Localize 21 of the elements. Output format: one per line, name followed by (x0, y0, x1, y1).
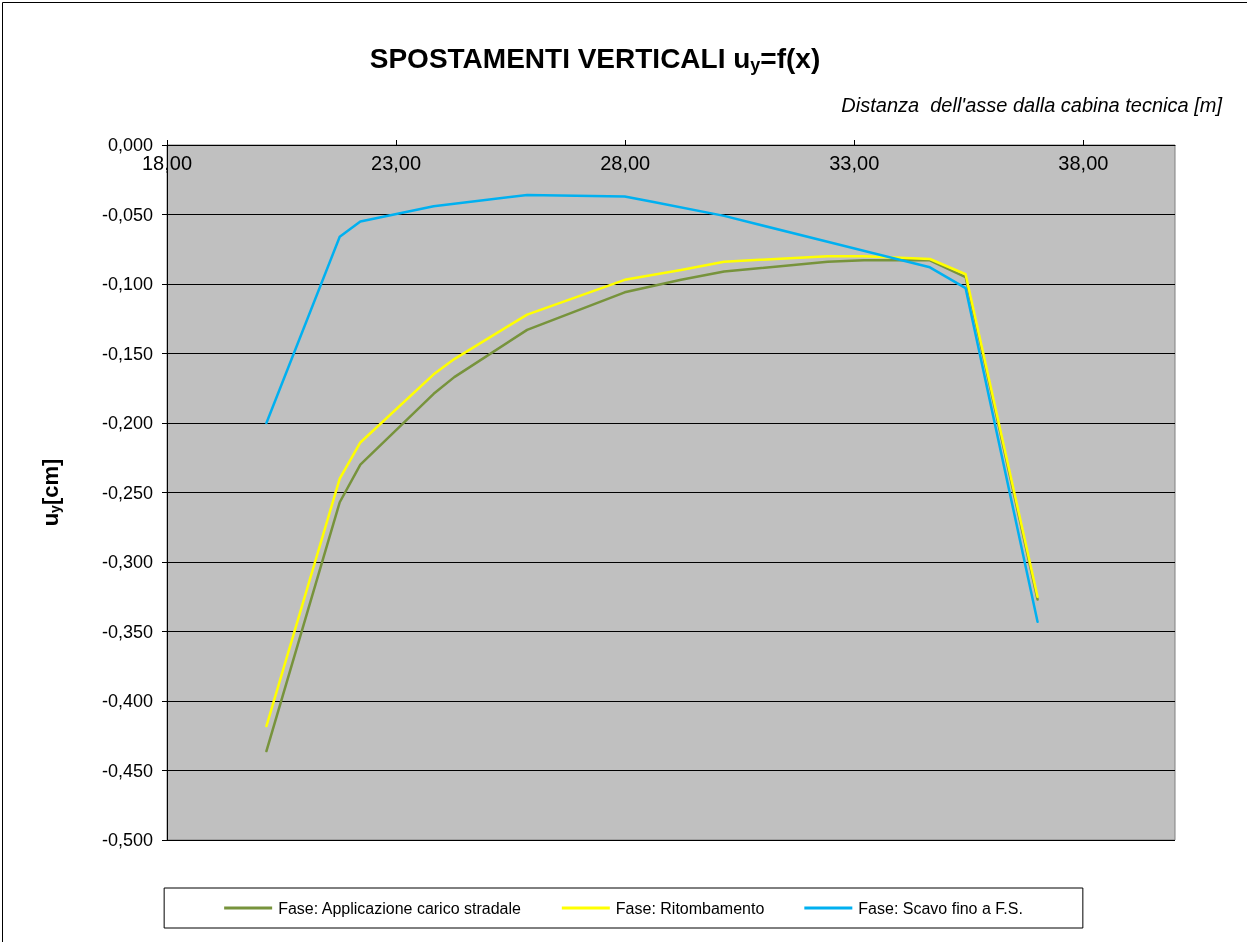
legend-label: Fase: Scavo fino a F.S. (858, 899, 1023, 917)
y-tick-label: -0,400 (101, 691, 153, 711)
legend-label: Fase: Ritombamento (615, 899, 765, 917)
y-tick-label: -0,450 (101, 760, 153, 781)
y-tick-label: -0,300 (101, 552, 153, 572)
y-tick-label: -0,100 (101, 274, 153, 294)
y-tick-label: -0,350 (101, 621, 153, 642)
x-tick-label: 28,00 (600, 152, 651, 174)
y-tick-label: 0,000 (107, 135, 153, 155)
y-tick-label: -0,150 (101, 343, 153, 364)
line-series (265, 193, 1039, 624)
y-tick-label: -0,500 (101, 830, 153, 850)
x-axis-title: Distanza dell'asse dalla cabina tecnica [m] (841, 94, 1223, 116)
x-tick-label: 33,00 (829, 152, 880, 174)
y-axis-title: uy[cm] (37, 458, 63, 527)
y-tick-label: -0,200 (101, 413, 153, 433)
y-tick-label: -0,050 (101, 204, 153, 225)
legend-label: Fase: Applicazione carico stradale (278, 899, 522, 917)
x-tick-label: 23,00 (371, 152, 422, 174)
y-tick-label: -0,250 (101, 482, 153, 503)
x-tick-label: 38,00 (1058, 152, 1109, 174)
